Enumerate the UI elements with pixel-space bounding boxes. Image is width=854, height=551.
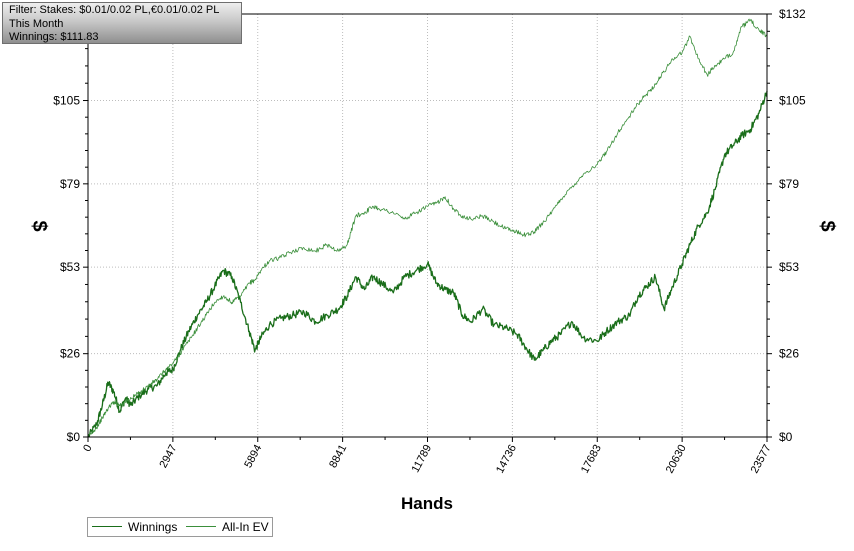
y-tick-label-left: $26 [60,347,80,361]
filter-stakes-text: Filter: Stakes: $0.01/0.02 PL,€0.01/0.02… [9,4,220,16]
y-tick-label-right: $26 [779,347,799,361]
x-tick-label: 0 [81,443,94,454]
y-axis-label-right: $ [816,220,838,231]
legend-swatch-allin-ev [186,526,216,527]
legend: Winnings All-In EV [87,517,273,537]
filter-period-text: This Month [9,17,64,30]
y-tick-label-right: $132 [779,7,806,21]
x-tick-label: 20630 [664,443,689,476]
x-tick-label: 8841 [327,443,349,470]
series-line-allin-ev [87,18,768,438]
y-tick-label-left: $79 [60,177,80,191]
y-tick-label-right: $0 [779,430,793,444]
x-tick-label: 5894 [242,443,264,470]
filter-info-box: Filter: Stakes: $0.01/0.02 PL,€0.01/0.02… [2,2,242,44]
x-axis-label: Hands [401,494,453,513]
y-tick-label-right: $53 [779,260,799,274]
y-tick-label-right: $105 [779,94,806,108]
y-tick-label-right: $79 [779,177,799,191]
x-tick-label: 17683 [579,443,604,476]
x-tick-label: 23577 [749,443,774,476]
filter-winnings-text: Winnings: $111.83 [9,31,99,43]
x-tick-label: 2947 [157,443,179,470]
x-tick-label: 11789 [410,443,435,475]
series-line-winnings [87,90,768,438]
x-tick-label: 14736 [494,443,519,476]
legend-swatch-winnings [92,526,122,527]
y-tick-label-left: $53 [60,260,80,274]
axes: 0 2947 5894 8841 11789 14736 17683 20630 23577 $0… [53,7,806,475]
grid-lines [88,14,767,437]
y-axis-label-left: $ [28,220,50,231]
y-tick-label-left: $105 [53,94,80,108]
y-tick-label-left: $0 [67,430,81,444]
legend-label-allin-ev: All-In EV [222,520,269,534]
series-layer [87,18,768,438]
legend-label-winnings: Winnings [128,520,178,534]
